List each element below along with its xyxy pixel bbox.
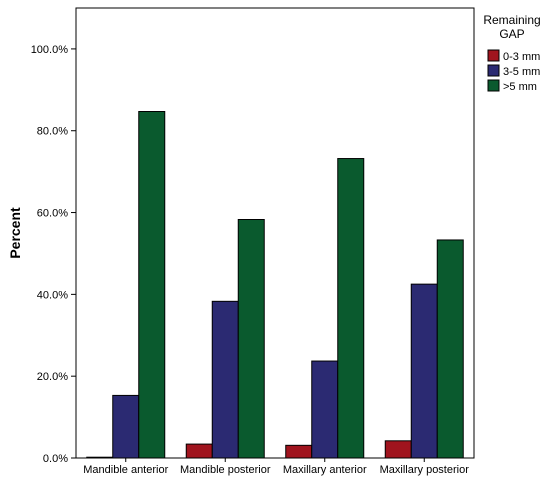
y-tick-label: 100.0% xyxy=(31,44,69,56)
category-label: Mandible posterior xyxy=(180,464,271,476)
bar-2-4 xyxy=(410,283,438,459)
y-tick-layer: 0.0% 20.0% 40.0% 60.0% 80.0% 100.0% xyxy=(31,44,76,465)
bar-3-4 xyxy=(436,239,464,459)
bar-3-3 xyxy=(337,158,365,459)
legend-swatch-1 xyxy=(487,49,500,62)
bar-2-3 xyxy=(311,360,339,459)
bar-2-1 xyxy=(112,394,140,459)
legend-title-line-1: Remaining xyxy=(483,13,540,27)
bar-2-2 xyxy=(211,300,239,459)
legend-label-1: 0-3 mm xyxy=(503,51,540,63)
legend-label-3: >5 mm xyxy=(503,81,537,93)
y-tick-label: 20.0% xyxy=(37,371,68,383)
category-label: Maxillary anterior xyxy=(283,464,367,476)
legend: Remaining GAP 0-3 mm 3-5 mm >5 mm xyxy=(483,13,540,93)
y-tick-label: 0.0% xyxy=(43,453,68,465)
legend-swatch-2 xyxy=(487,64,500,77)
bar-3-1 xyxy=(138,111,166,459)
bar-3-2 xyxy=(237,219,265,459)
legend-swatch-3 xyxy=(487,79,500,92)
bar-1-2 xyxy=(185,443,213,459)
bar-1-3 xyxy=(285,444,313,459)
category-label: Maxillary posterior xyxy=(380,464,470,476)
y-tick-label: 40.0% xyxy=(37,289,68,301)
bar-layer xyxy=(86,111,464,459)
legend-label-2: 3-5 mm xyxy=(503,66,540,78)
plot-frame xyxy=(75,7,475,459)
y-axis-label: Percent xyxy=(7,207,23,259)
bar-1-4 xyxy=(384,440,412,459)
category-label-layer: Mandible anterior Mandible posterior Maxil… xyxy=(83,458,469,476)
y-tick-label: 60.0% xyxy=(37,208,68,220)
legend-title-line-2: GAP xyxy=(499,27,524,41)
y-tick-label: 80.0% xyxy=(37,126,68,138)
category-label: Mandible anterior xyxy=(83,464,168,476)
